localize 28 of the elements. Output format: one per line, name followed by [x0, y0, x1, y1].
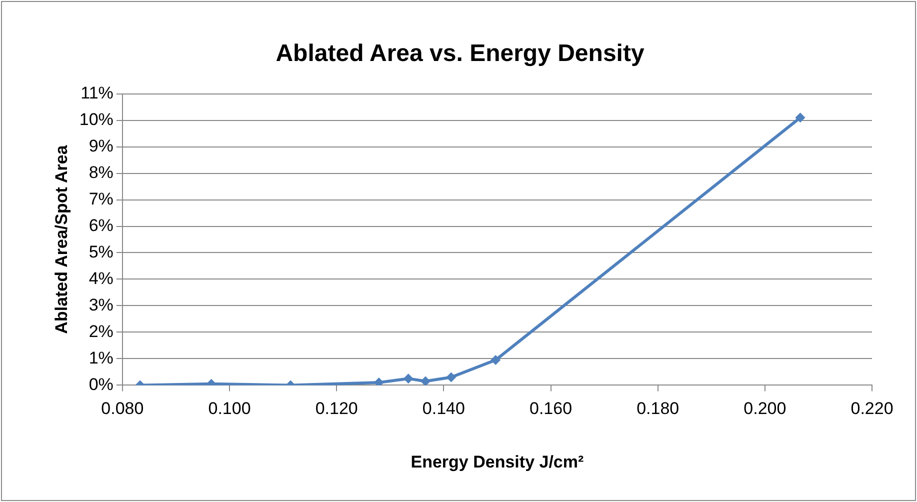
y-tick-label: 9%	[88, 136, 114, 156]
y-tick-label: 11%	[80, 83, 114, 102]
point	[446, 372, 456, 382]
x-axis-title: Energy Density J/cm²	[410, 452, 584, 472]
x-tick-label: 0.160	[529, 399, 572, 418]
x-tick-label: 0.100	[208, 399, 251, 418]
y-tick-label: 1%	[88, 348, 114, 368]
y-tick-label: 2%	[88, 322, 114, 341]
y-tick-label: 3%	[88, 295, 114, 314]
x-tick-label: 0.120	[315, 399, 358, 418]
y-tick-label: 6%	[88, 216, 114, 235]
y-tick-label: 4%	[88, 268, 114, 288]
y-tick-label: 8%	[88, 162, 114, 182]
y-tick-label: 7%	[88, 189, 114, 208]
y-tick-label: 0%	[88, 374, 114, 394]
x-tick-label: 0.200	[744, 399, 786, 418]
y-tick-label: 5%	[88, 242, 114, 262]
y-tick-label: 10%	[79, 110, 114, 129]
point	[795, 112, 806, 123]
point	[420, 376, 430, 386]
chart-title: Ablated Area vs. Energy Density	[276, 40, 645, 68]
x-tick-label: 0.080	[101, 399, 144, 418]
x-tick-label: 0.140	[422, 399, 465, 418]
point	[490, 355, 501, 366]
x-tick-label: 0.220	[850, 399, 894, 418]
x-tick-label: 0.180	[636, 399, 680, 418]
point	[403, 374, 414, 384]
y-axis-title: Ablated Area/Spot Area	[52, 144, 71, 334]
